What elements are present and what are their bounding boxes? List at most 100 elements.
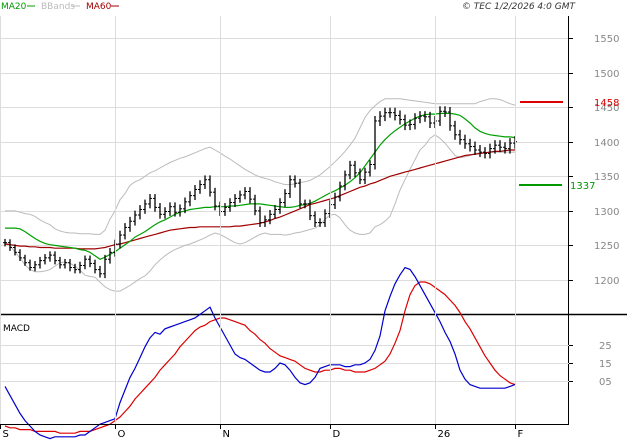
price-bar bbox=[363, 167, 367, 185]
price-bar bbox=[398, 110, 402, 125]
x-tick-label: S bbox=[3, 429, 9, 440]
price-bar bbox=[458, 129, 462, 145]
price-bar bbox=[43, 254, 47, 265]
macd-panel: MACD 05 15 25 bbox=[0, 266, 612, 440]
price-bar bbox=[418, 111, 422, 124]
price-bar bbox=[503, 142, 507, 154]
macd-y-tick-label: 05 bbox=[599, 377, 612, 388]
price-bar bbox=[223, 203, 227, 216]
price-bar bbox=[183, 197, 187, 214]
price-bar bbox=[373, 115, 377, 170]
price-y-tick-label: 1400 bbox=[594, 138, 619, 149]
price-bar bbox=[168, 202, 172, 216]
price-y-tick-label: 1200 bbox=[594, 276, 619, 287]
price-bar bbox=[303, 199, 307, 209]
price-bar bbox=[383, 107, 387, 122]
price-bar bbox=[333, 192, 337, 209]
macd-grid bbox=[0, 345, 569, 382]
price-bar bbox=[68, 258, 72, 272]
price-bar bbox=[198, 180, 202, 194]
price-bar bbox=[448, 107, 452, 131]
price-y-tick-label: 1300 bbox=[594, 207, 619, 218]
price-bar bbox=[423, 111, 427, 122]
price-bar bbox=[318, 218, 322, 227]
price-bar bbox=[13, 244, 17, 256]
price-bar bbox=[393, 107, 397, 121]
price-bar bbox=[83, 255, 87, 270]
price-bar bbox=[133, 210, 137, 226]
x-tick-label: F bbox=[518, 429, 524, 440]
price-bar bbox=[273, 205, 277, 219]
ma20-line bbox=[5, 112, 516, 260]
price-bar bbox=[188, 191, 192, 207]
price-bar bbox=[123, 223, 127, 240]
price-y-tick-label: 1550 bbox=[594, 34, 619, 45]
macd-line bbox=[4, 266, 516, 440]
price-bar bbox=[103, 254, 107, 279]
legend: MA20 BBands MA60 © TEC 1/2/2026 4:0 GMT bbox=[1, 2, 576, 12]
bbands-upper-line bbox=[5, 98, 516, 235]
price-bar bbox=[473, 141, 477, 155]
price-bar bbox=[38, 256, 42, 269]
price-bar bbox=[148, 194, 152, 209]
price-bar bbox=[388, 107, 392, 118]
price-bar bbox=[158, 203, 162, 219]
price-bar bbox=[353, 160, 357, 178]
macd-y-tick-label: 15 bbox=[599, 359, 612, 370]
price-bar bbox=[88, 255, 92, 268]
price-bar bbox=[498, 140, 502, 153]
price-bar bbox=[278, 198, 282, 214]
x-tick-label: D bbox=[333, 429, 341, 440]
price-y-tick-label: 1350 bbox=[594, 172, 619, 183]
price-bar bbox=[308, 199, 312, 221]
price-bar bbox=[63, 258, 67, 269]
price-bar bbox=[243, 187, 247, 200]
price-bar bbox=[438, 106, 442, 126]
price-bar bbox=[283, 189, 287, 207]
price-bar bbox=[178, 204, 182, 217]
price-bar bbox=[28, 259, 32, 271]
legend-ma60: MA60 bbox=[86, 2, 112, 12]
price-bar bbox=[23, 254, 27, 266]
price-bar bbox=[233, 194, 237, 207]
macd-y-tick-label: 25 bbox=[599, 341, 612, 352]
macd-title: MACD bbox=[3, 324, 30, 334]
price-bar bbox=[478, 145, 482, 158]
price-bar bbox=[53, 251, 57, 265]
price-bar bbox=[343, 170, 347, 191]
price-bars bbox=[3, 106, 517, 279]
level-label-1337: 1337 bbox=[570, 181, 595, 192]
price-bar bbox=[3, 238, 7, 247]
price-bar bbox=[488, 143, 492, 159]
price-bar bbox=[468, 138, 472, 152]
price-bar bbox=[108, 247, 112, 264]
x-axis: S O N D 26 F bbox=[0, 16, 524, 440]
price-bar bbox=[378, 111, 382, 126]
price-bar bbox=[73, 263, 77, 274]
price-bar bbox=[338, 181, 342, 202]
price-bar bbox=[403, 114, 407, 131]
level-label-1458: 1458 bbox=[594, 98, 619, 109]
price-bar bbox=[138, 205, 142, 220]
moving-averages bbox=[4, 112, 516, 260]
price-bar bbox=[348, 160, 352, 180]
price-bar bbox=[298, 178, 302, 209]
price-bar bbox=[163, 207, 167, 219]
price-bar bbox=[368, 160, 372, 177]
price-bar bbox=[493, 140, 497, 154]
price-bar bbox=[408, 119, 412, 131]
price-bar bbox=[323, 209, 327, 227]
price-bar bbox=[453, 120, 457, 140]
price-bar bbox=[213, 187, 217, 211]
price-bar bbox=[443, 106, 447, 117]
price-bar bbox=[153, 194, 157, 212]
price-bar bbox=[413, 113, 417, 130]
price-bar bbox=[48, 251, 52, 262]
copyright-text: © TEC 1/2/2026 4:0 GMT bbox=[462, 2, 577, 12]
price-y-tick-label: 1500 bbox=[594, 69, 619, 80]
bollinger-bands bbox=[4, 98, 516, 292]
price-bar bbox=[463, 134, 467, 149]
price-panel: 1200 1250 1300 1350 1400 1450 1500 1550 1458 133… bbox=[0, 34, 619, 292]
price-bar bbox=[358, 168, 362, 185]
price-bar bbox=[193, 185, 197, 201]
